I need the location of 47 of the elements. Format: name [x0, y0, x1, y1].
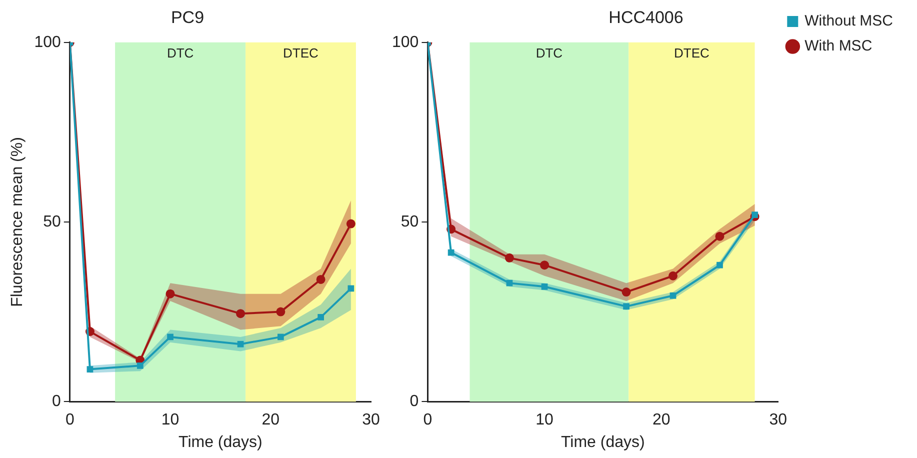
point [715, 232, 724, 241]
legend-label: Without MSC [804, 12, 894, 30]
point [276, 307, 286, 316]
x-tick-label: 20 [262, 412, 280, 429]
x-tick-label: 10 [536, 412, 554, 429]
point [541, 283, 548, 290]
band-label: DTC [536, 45, 563, 60]
x-axis-title: Time (days) [178, 434, 262, 451]
point [167, 334, 174, 340]
point [752, 212, 758, 218]
point [86, 366, 94, 372]
band-label: DTEC [283, 45, 318, 60]
chart-title: HCC4006 [608, 8, 684, 27]
x-tick-label: 30 [769, 412, 788, 429]
point [622, 288, 631, 297]
point [166, 289, 175, 298]
point [668, 271, 678, 280]
point [540, 260, 550, 270]
y-tick-label: 100 [34, 34, 61, 51]
x-axis-title: Time (days) [560, 434, 645, 451]
point [277, 334, 284, 340]
legend-label: With MSC [804, 38, 872, 55]
point [318, 314, 324, 320]
point [623, 303, 630, 310]
y-axis-title: Fluorescence mean (%) [9, 137, 26, 307]
chart-title: PC9 [170, 8, 204, 27]
point [136, 362, 144, 369]
y-tick-label: 100 [392, 34, 419, 51]
band-label: DTEC [674, 45, 710, 60]
x-tick-label: 0 [65, 412, 74, 429]
y-tick-label: 0 [410, 393, 419, 410]
y-tick-label: 50 [43, 213, 61, 230]
x-tick-label: 20 [652, 412, 670, 429]
y-tick-label: 0 [52, 393, 61, 410]
x-tick-label: 30 [362, 412, 380, 429]
point [670, 292, 676, 299]
point [716, 262, 723, 268]
point [348, 285, 354, 292]
point [237, 340, 244, 348]
x-tick-label: 10 [161, 412, 180, 429]
y-tick-label: 50 [400, 213, 419, 230]
point [316, 274, 326, 284]
band-label: DTC [166, 45, 194, 60]
point [346, 219, 356, 228]
x-tick-label: 0 [423, 412, 432, 429]
point [504, 253, 514, 262]
point [236, 309, 246, 318]
